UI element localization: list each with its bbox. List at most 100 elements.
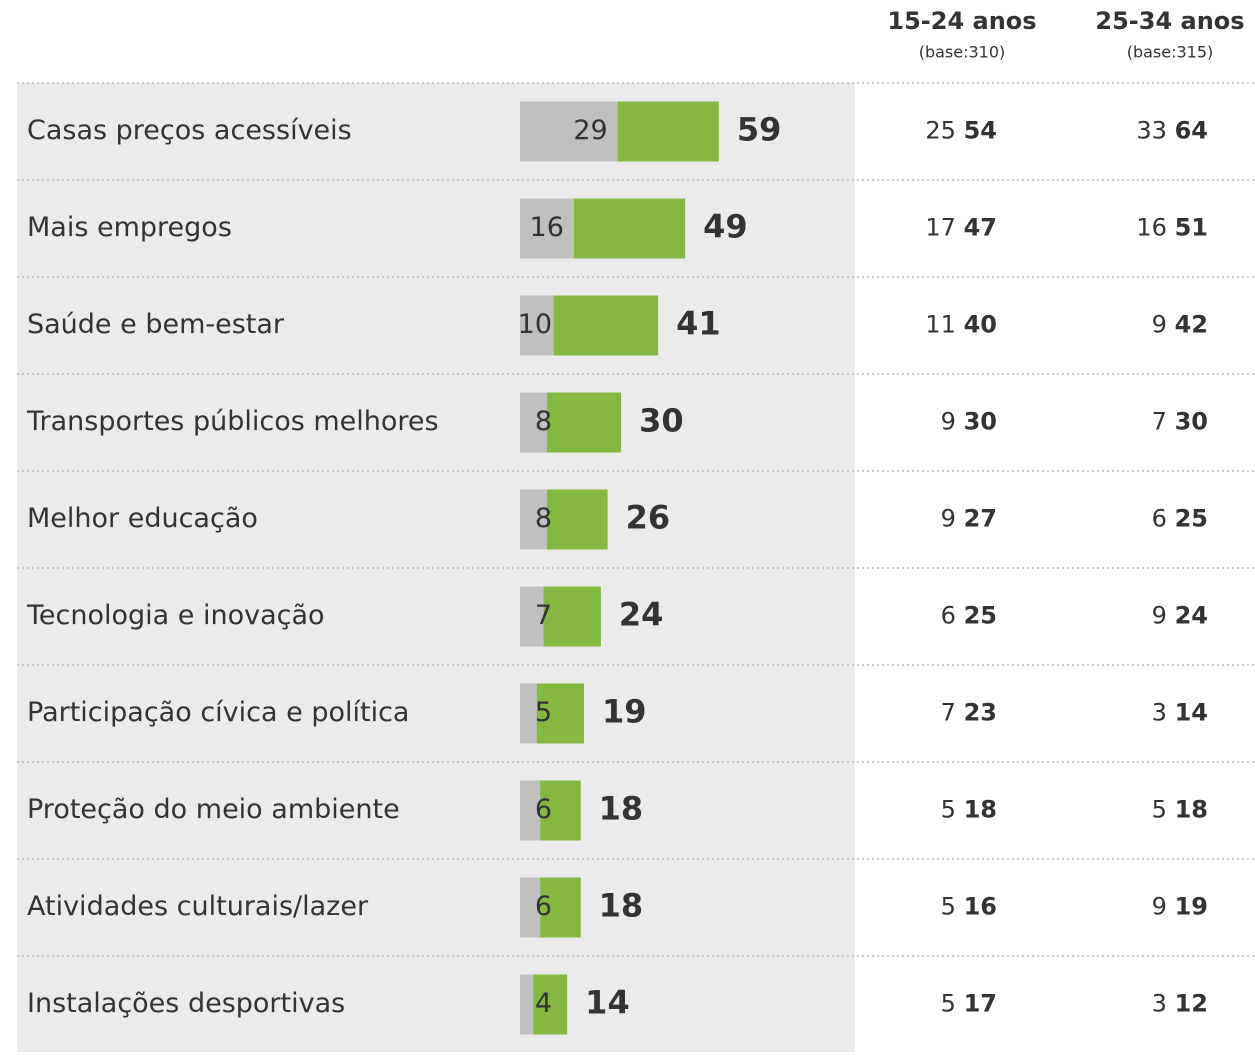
column-values: 3 14 xyxy=(1152,699,1208,727)
total-label: 18 xyxy=(599,887,644,925)
first-choice-bar xyxy=(520,198,574,259)
column-values: 6 25 xyxy=(1152,505,1208,533)
first-choice-bar xyxy=(520,683,537,744)
category-label: Melhor educação xyxy=(27,503,258,534)
first-choice-bar xyxy=(520,877,541,938)
column-values: 11 40 xyxy=(925,311,997,339)
column-first-value: 25 xyxy=(925,117,956,145)
first-choice-bar xyxy=(520,586,544,647)
category-label: Instalações desportivas xyxy=(27,988,345,1019)
column-first-value: 9 xyxy=(1152,311,1167,339)
first-choice-label: 4 xyxy=(535,988,552,1019)
first-choice-label: 7 xyxy=(535,600,552,631)
column-first-value: 9 xyxy=(941,408,956,436)
first-choice-bar xyxy=(520,392,547,453)
column-total-value: 51 xyxy=(1175,214,1208,242)
total-label: 26 xyxy=(626,499,671,537)
first-choice-label: 8 xyxy=(535,406,552,437)
column-first-value: 3 xyxy=(1152,990,1167,1018)
column-total-value: 30 xyxy=(964,408,997,436)
panel-background xyxy=(17,83,855,1052)
column-values: 7 30 xyxy=(1152,408,1208,436)
category-label: Tecnologia e inovação xyxy=(26,600,325,631)
first-choice-label: 6 xyxy=(535,891,552,922)
column-base: (base:315) xyxy=(1127,43,1214,62)
first-choice-bar xyxy=(520,780,541,841)
column-values: 9 42 xyxy=(1152,311,1208,339)
column-total-value: 42 xyxy=(1175,311,1208,339)
column-total-value: 64 xyxy=(1175,117,1208,145)
column-values: 25 54 xyxy=(925,117,997,145)
total-label: 41 xyxy=(676,305,721,343)
first-choice-label: 10 xyxy=(518,309,552,340)
category-label: Casas preços acessíveis xyxy=(27,115,352,146)
column-first-value: 6 xyxy=(941,602,956,630)
column-first-value: 3 xyxy=(1152,699,1167,727)
column-values: 17 47 xyxy=(925,214,997,242)
column-values: 7 23 xyxy=(941,699,997,727)
column-values: 9 27 xyxy=(941,505,997,533)
category-label: Participação cívica e política xyxy=(27,697,409,728)
category-label: Saúde e bem-estar xyxy=(27,309,285,340)
total-label: 19 xyxy=(602,693,647,731)
column-values: 5 18 xyxy=(941,796,997,824)
total-label: 14 xyxy=(585,984,630,1022)
first-choice-label: 16 xyxy=(530,212,564,243)
total-label: 24 xyxy=(619,596,664,634)
column-first-value: 16 xyxy=(1136,214,1167,242)
column-title: 15-24 anos xyxy=(887,7,1036,35)
first-choice-label: 5 xyxy=(535,697,552,728)
column-values: 3 12 xyxy=(1152,990,1208,1018)
total-label: 59 xyxy=(737,111,782,149)
total-label: 49 xyxy=(703,208,748,246)
column-total-value: 17 xyxy=(964,990,997,1018)
first-choice-label: 29 xyxy=(573,115,607,146)
first-choice-bar xyxy=(520,295,554,356)
first-choice-label: 6 xyxy=(535,794,552,825)
column-first-value: 6 xyxy=(1152,505,1167,533)
column-first-value: 9 xyxy=(1152,893,1167,921)
total-label: 18 xyxy=(599,790,644,828)
column-title: 25-34 anos xyxy=(1095,7,1244,35)
column-total-value: 25 xyxy=(1175,505,1208,533)
column-total-value: 30 xyxy=(1175,408,1208,436)
first-choice-bar xyxy=(520,101,618,162)
column-first-value: 17 xyxy=(925,214,956,242)
column-first-value: 9 xyxy=(941,505,956,533)
category-label: Mais empregos xyxy=(27,212,232,243)
column-values: 9 24 xyxy=(1152,602,1208,630)
first-choice-bar xyxy=(520,974,534,1035)
column-values: 16 51 xyxy=(1136,214,1208,242)
column-total-value: 16 xyxy=(964,893,997,921)
column-base: (base:310) xyxy=(919,43,1006,62)
category-label: Atividades culturais/lazer xyxy=(27,891,369,922)
column-first-value: 5 xyxy=(941,893,956,921)
column-total-value: 47 xyxy=(964,214,997,242)
column-first-value: 33 xyxy=(1136,117,1167,145)
column-first-value: 9 xyxy=(1152,602,1167,630)
column-first-value: 7 xyxy=(1152,408,1167,436)
column-first-value: 5 xyxy=(1152,796,1167,824)
column-total-value: 14 xyxy=(1175,699,1208,727)
column-values: 5 17 xyxy=(941,990,997,1018)
column-first-value: 5 xyxy=(941,990,956,1018)
column-total-value: 19 xyxy=(1175,893,1208,921)
column-values: 6 25 xyxy=(941,602,997,630)
column-values: 9 19 xyxy=(1152,893,1208,921)
column-values: 33 64 xyxy=(1136,117,1208,145)
column-total-value: 40 xyxy=(964,311,997,339)
column-values: 9 30 xyxy=(941,408,997,436)
category-label: Transportes públicos melhores xyxy=(26,406,439,437)
category-label: Proteção do meio ambiente xyxy=(27,794,400,825)
column-values: 5 16 xyxy=(941,893,997,921)
first-choice-bar xyxy=(520,489,547,550)
column-total-value: 24 xyxy=(1175,602,1208,630)
column-total-value: 27 xyxy=(964,505,997,533)
column-first-value: 5 xyxy=(941,796,956,824)
column-total-value: 54 xyxy=(964,117,997,145)
column-values: 5 18 xyxy=(1152,796,1208,824)
first-choice-label: 8 xyxy=(535,503,552,534)
column-total-value: 23 xyxy=(964,699,997,727)
column-first-value: 11 xyxy=(925,311,956,339)
